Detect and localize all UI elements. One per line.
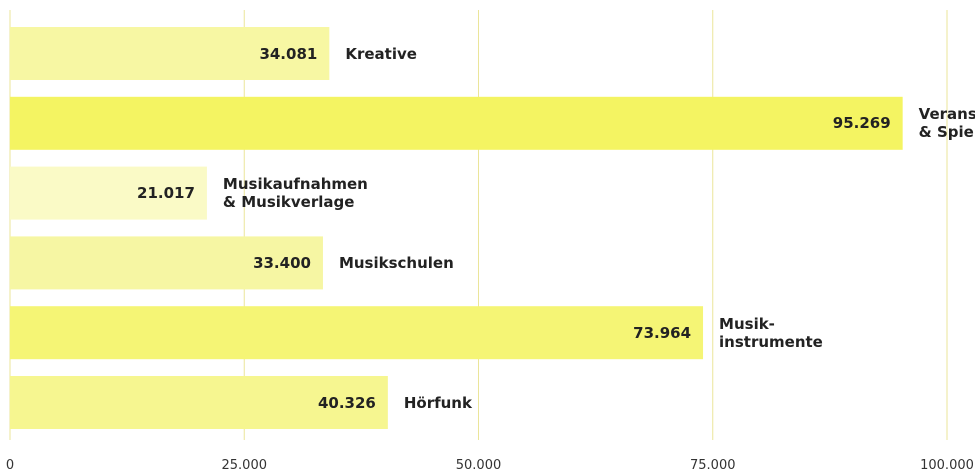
value-label: 73.964	[633, 323, 692, 342]
value-label: 33.400	[253, 253, 311, 272]
bar	[10, 376, 388, 429]
bar	[10, 236, 323, 290]
category-label: Veranstaltungen & Spielstätten	[918, 105, 975, 142]
bar	[10, 166, 207, 220]
x-tick-label: 75.000	[690, 458, 736, 473]
bar	[10, 96, 903, 150]
x-tick-label: 100.000	[920, 458, 974, 473]
value-label: 40.326	[317, 393, 376, 412]
value-label: 95.269	[832, 114, 891, 133]
bar	[10, 27, 330, 80]
category-label: Hörfunk	[403, 393, 472, 412]
x-tick-label: 0	[5, 458, 15, 473]
bar	[10, 306, 704, 360]
category-label: Musikaufnahmen & Musikverlage	[222, 175, 368, 212]
x-tick-label: 50.000	[455, 458, 502, 473]
category-label: Musikschulen	[338, 253, 454, 272]
category-label: Musik- instrumente	[719, 314, 823, 351]
category-label: Kreative	[345, 44, 417, 63]
x-tick-label: 25.000	[221, 458, 268, 473]
value-label: 21.017	[137, 184, 195, 203]
value-label: 34.081	[259, 44, 318, 63]
